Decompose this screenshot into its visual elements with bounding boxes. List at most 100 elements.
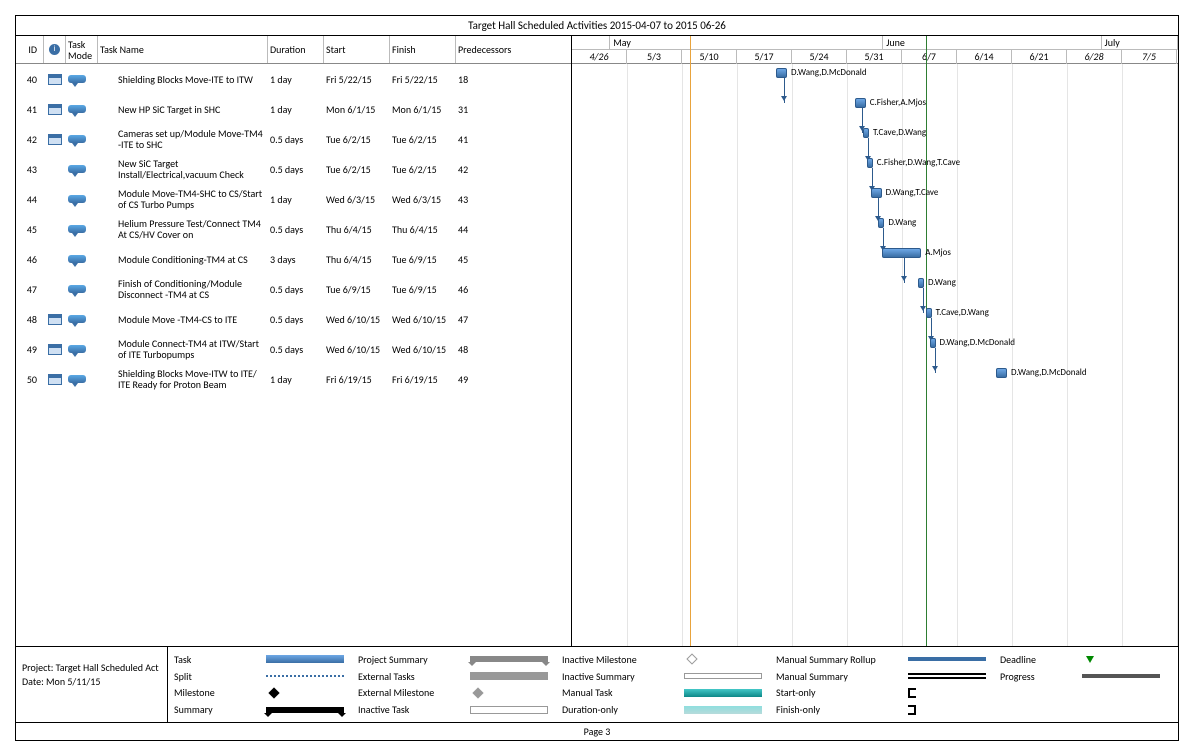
col-start: Start [324, 36, 390, 63]
cell-info [44, 274, 66, 304]
bar-label: D.Wang,T.Cave [886, 187, 939, 198]
gridline [1122, 64, 1123, 646]
calendar-icon [48, 104, 62, 115]
taskmode-icon [68, 225, 86, 233]
cell-fin: Mon 6/1/15 [390, 94, 456, 124]
legend-label: Milestone [174, 686, 264, 699]
cell-dur: 3 days [268, 244, 324, 274]
legend-label: Summary [174, 703, 264, 716]
legend-swatch-icon [908, 705, 916, 715]
cell-dur: 0.5 days [268, 154, 324, 184]
cell-start: Fri 6/19/15 [324, 364, 390, 394]
gantt-bar [871, 188, 882, 198]
cell-start: Thu 6/4/15 [324, 214, 390, 244]
taskmode-icon [68, 315, 86, 323]
taskmode-icon [68, 255, 86, 263]
cell-id: 43 [16, 154, 44, 184]
cell-id: 45 [16, 214, 44, 244]
bar-label: T.Cave,D.Wang [873, 127, 926, 138]
cell-id: 40 [16, 64, 44, 94]
cell-id: 46 [16, 244, 44, 274]
bar-label: D.Wang,D.McDonald [1011, 367, 1087, 378]
gantt-chart: MayJuneJuly 4/265/35/105/175/245/316/76/… [572, 36, 1178, 646]
dependency-arrow-icon [781, 96, 787, 101]
gridline [957, 64, 958, 646]
legend: Project: Target Hall Scheduled Act Date:… [16, 646, 1178, 722]
project-name: Project: Target Hall Scheduled Act [22, 661, 161, 675]
legend-swatch-cell [1082, 674, 1172, 678]
taskmode-icon [68, 285, 86, 293]
legend-label: Inactive Task [358, 703, 468, 716]
cell-info [44, 184, 66, 214]
table-header: ID i Task Mode Task Name Duration Start … [16, 36, 571, 64]
cell-name: Module Connect-TM4 at ITW/Start of ITE T… [98, 334, 268, 364]
cell-fin: Wed 6/10/15 [390, 334, 456, 364]
cell-mode [66, 64, 98, 94]
cell-fin: Fri 6/19/15 [390, 364, 456, 394]
legend-swatch-icon [470, 656, 548, 662]
legend-swatch-icon [472, 687, 483, 698]
bar-label: D.Wang,D.McDonald [791, 67, 867, 78]
cell-info [44, 154, 66, 184]
legend-swatch-icon [908, 657, 986, 661]
table-row: 42Cameras set up/Module Move-TM4 -ITE to… [16, 124, 571, 154]
legend-label: Split [174, 670, 264, 683]
bar-label: D.Wang [928, 277, 956, 288]
cell-id: 49 [16, 334, 44, 364]
date-cell: 6/14 [957, 50, 1012, 64]
cell-start: Wed 6/10/15 [324, 334, 390, 364]
cell-pred: 43 [456, 184, 566, 214]
legend-swatch-icon [266, 655, 344, 663]
col-info: i [44, 36, 66, 63]
legend-swatch-icon [470, 706, 548, 714]
gantt-bar [926, 308, 932, 318]
cell-mode [66, 124, 98, 154]
table-row: 43 New SiC Target Install/Electrical,vacu… [16, 154, 571, 184]
cell-mode [66, 154, 98, 184]
month-row: MayJuneJuly [572, 36, 1178, 50]
page-footer: Page 3 [16, 722, 1178, 740]
cell-info [44, 304, 66, 334]
legend-swatch-cell [684, 673, 774, 679]
page-title: Target Hall Scheduled Activities 2015-04… [16, 16, 1178, 36]
cell-info [44, 214, 66, 244]
bar-label: T.Cave,D.Wang [936, 307, 989, 318]
bar-label: C.Fisher,D.Wang,T.Cave [877, 157, 960, 168]
legend-swatch-cell [684, 706, 774, 714]
legend-label: Manual Summary [776, 670, 906, 683]
cell-mode [66, 184, 98, 214]
legend-label: Manual Summary Rollup [776, 653, 906, 666]
legend-swatch-cell [266, 675, 356, 677]
legend-swatch-icon [908, 673, 986, 679]
cell-start: Fri 5/22/15 [324, 64, 390, 94]
cell-pred: 44 [456, 214, 566, 244]
cell-name: Finish of Conditioning/Module Disconnect… [98, 274, 268, 304]
cell-mode [66, 304, 98, 334]
gantt-bar [930, 338, 936, 348]
cell-name: New HP SiC Target in SHC [98, 94, 268, 124]
cell-id: 42 [16, 124, 44, 154]
cell-pred: 47 [456, 304, 566, 334]
calendar-icon [48, 374, 62, 385]
legend-label: Inactive Summary [562, 670, 682, 683]
taskmode-icon [68, 345, 86, 353]
cell-name: New SiC Target Install/Electrical,vacuum… [98, 154, 268, 184]
legend-swatch-cell [266, 689, 356, 697]
cell-start: Wed 6/3/15 [324, 184, 390, 214]
page-frame: Target Hall Scheduled Activities 2015-04… [15, 15, 1179, 741]
cell-dur: 1 day [268, 364, 324, 394]
cell-name: Shielding Blocks Move-ITE to ITW [98, 64, 268, 94]
taskmode-icon [68, 75, 86, 83]
taskmode-icon [68, 165, 86, 173]
cell-fin: Tue 6/9/15 [390, 274, 456, 304]
cell-fin: Tue 6/9/15 [390, 244, 456, 274]
legend-swatch-cell [470, 689, 560, 697]
legend-swatch-cell [684, 689, 774, 697]
bar-label: A.Mjos [925, 247, 951, 258]
table-row: 49 Module Connect-TM4 at ITW/Start of ITE… [16, 334, 571, 364]
cell-id: 44 [16, 184, 44, 214]
info-icon: i [49, 44, 60, 55]
legend-grid: TaskProject SummaryInactive MilestoneMan… [168, 647, 1178, 722]
cell-start: Mon 6/1/15 [324, 94, 390, 124]
gridline [682, 64, 683, 646]
